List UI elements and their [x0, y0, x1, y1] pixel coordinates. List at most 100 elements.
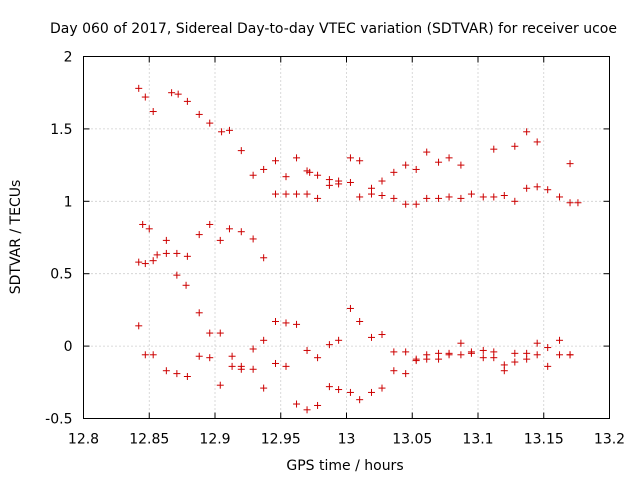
data-point [271, 359, 279, 367]
data-point [346, 178, 354, 186]
data-point [457, 351, 465, 359]
data-point [390, 348, 398, 356]
grid [83, 56, 610, 419]
data-point [325, 181, 333, 189]
data-point [467, 190, 475, 198]
data-point [145, 225, 153, 233]
data-point [457, 339, 465, 347]
data-point [378, 331, 386, 339]
data-point [249, 171, 257, 179]
data-point [390, 367, 398, 375]
data-point [173, 249, 181, 257]
data-point [511, 358, 519, 366]
data-point [457, 161, 465, 169]
data-point [271, 190, 279, 198]
y-tick-label: 1 [64, 194, 73, 210]
data-point [260, 165, 268, 173]
data-point [423, 355, 431, 363]
data-point [402, 348, 410, 356]
data-point [367, 333, 375, 341]
data-point [533, 183, 541, 191]
data-point [195, 231, 203, 239]
chart-title: Day 060 of 2017, Sidereal Day-to-day VTE… [50, 21, 617, 37]
data-point [500, 192, 508, 200]
data-point [356, 317, 364, 325]
data-point [335, 180, 343, 188]
data-point [314, 171, 322, 179]
data-point [566, 199, 574, 207]
data-point [303, 190, 311, 198]
data-point [141, 351, 149, 359]
data-point [390, 168, 398, 176]
data-point [183, 97, 191, 105]
y-tick-label: 0.5 [50, 267, 72, 283]
data-point [282, 190, 290, 198]
data-point [390, 194, 398, 202]
data-point [325, 341, 333, 349]
data-point [490, 145, 498, 153]
data-point [182, 281, 190, 289]
data-point [356, 193, 364, 201]
data-point [206, 119, 214, 127]
data-point [435, 194, 443, 202]
data-point [135, 258, 143, 266]
data-point [173, 271, 181, 279]
data-point [260, 384, 268, 392]
data-point [346, 304, 354, 312]
data-point [335, 336, 343, 344]
data-point [237, 365, 245, 373]
data-point [293, 154, 301, 162]
data-point [271, 317, 279, 325]
data-point [162, 367, 170, 375]
data-point [523, 128, 531, 136]
data-point [523, 355, 531, 363]
data-point [249, 345, 257, 353]
data-point [303, 346, 311, 354]
data-point [183, 373, 191, 381]
x-tick-label: 13 [338, 432, 356, 448]
data-point [523, 184, 531, 192]
data-point [356, 396, 364, 404]
data-point [533, 138, 541, 146]
y-tick-label: 1.5 [50, 122, 72, 138]
data-point [423, 148, 431, 156]
data-point [249, 365, 257, 373]
data-point [206, 329, 214, 337]
data-point [306, 168, 314, 176]
y-axis-label: SDTVAR / TECUs [8, 180, 24, 295]
data-point [423, 194, 431, 202]
data-point [195, 110, 203, 118]
data-point [435, 158, 443, 166]
data-point [511, 142, 519, 150]
data-point [314, 354, 322, 362]
data-point [346, 388, 354, 396]
data-point [556, 336, 564, 344]
x-tick-label: 13.1 [462, 432, 493, 448]
data-point [195, 309, 203, 317]
data-point [228, 362, 236, 370]
data-point [228, 352, 236, 360]
data-point [237, 228, 245, 236]
data-point [457, 194, 465, 202]
data-point [445, 193, 453, 201]
data-point [544, 362, 552, 370]
data-point [149, 108, 157, 116]
data-point [402, 161, 410, 169]
data-point [149, 257, 157, 265]
data-point [225, 225, 233, 233]
data-point [335, 386, 343, 394]
data-point [479, 354, 487, 362]
data-point [511, 197, 519, 205]
data-point [325, 383, 333, 391]
x-tick-label: 12.9 [199, 432, 230, 448]
data-point [533, 339, 541, 347]
data-point [511, 349, 519, 357]
data-point [183, 252, 191, 260]
data-point [216, 381, 224, 389]
data-point [566, 351, 574, 359]
data-point [218, 128, 226, 136]
data-point [282, 362, 290, 370]
y-tick-label: -0.5 [45, 412, 72, 428]
data-point [153, 251, 161, 259]
